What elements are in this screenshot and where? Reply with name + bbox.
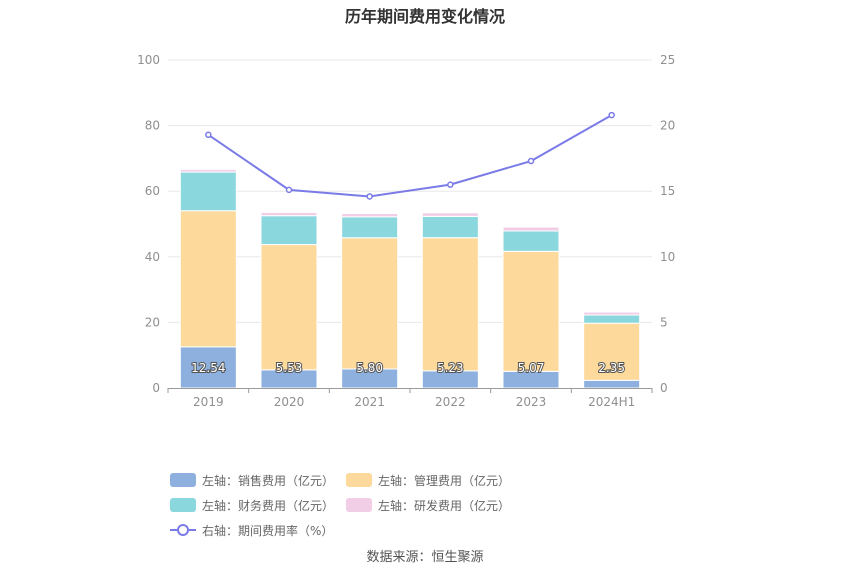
left-axis: 0 20 40 60 80 100	[137, 53, 160, 395]
legend-line-swatch	[170, 523, 196, 537]
bar-data-label: 5.80	[356, 361, 383, 375]
legend-swatch	[346, 473, 373, 487]
legend-label: 右轴：期间费用率（%）	[202, 523, 334, 538]
legend-label: 左轴：研发费用（亿元）	[378, 498, 511, 513]
bar-admin	[179, 210, 237, 348]
left-axis-tick-label: 60	[145, 184, 160, 198]
x-axis: 2019 2020 2021 2022 2023 2024H1	[167, 388, 653, 409]
rate-line-point	[285, 186, 293, 194]
chart-title: 历年期间费用变化情况	[344, 7, 505, 26]
bar-admin	[260, 244, 318, 371]
bar-data-label: 5.07	[518, 361, 545, 375]
data-source: 数据来源：恒生聚源	[366, 550, 484, 565]
right-axis-tick-label: 20	[660, 119, 675, 133]
bar-sales	[583, 379, 641, 389]
right-axis-tick-label: 0	[660, 381, 668, 395]
right-axis-tick-label: 15	[660, 184, 675, 198]
bar-admin	[341, 237, 399, 370]
bar-rnd	[341, 213, 399, 218]
x-axis-tick-label: 2019	[193, 395, 224, 409]
legend-swatch	[170, 498, 196, 512]
right-axis-tick-label: 25	[660, 53, 675, 67]
rate-line-point	[527, 157, 535, 165]
legend-item-rate[interactable]: 右轴：期间费用率（%）	[170, 523, 334, 538]
right-axis-tick-label: 10	[660, 250, 675, 264]
bar-admin	[502, 250, 560, 372]
bar-rnd	[260, 211, 318, 217]
rate-line-point	[608, 111, 615, 119]
bar-sales	[179, 346, 237, 389]
right-axis: 0 5 10 15 20 25	[660, 53, 675, 395]
left-axis-tick-label: 40	[145, 250, 160, 264]
legend-label: 左轴：销售费用（亿元）	[202, 473, 335, 488]
bar-rnd	[583, 311, 641, 316]
bar-finance	[421, 215, 479, 239]
bar-data-label: 5.53	[276, 361, 303, 375]
bar-data-label: 2.35	[598, 361, 625, 375]
rate-line	[207, 114, 613, 198]
legend-item-sales[interactable]: 左轴：销售费用（亿元）	[170, 473, 335, 488]
left-axis-tick-label: 100	[137, 53, 160, 67]
left-axis-tick-label: 20	[145, 315, 160, 329]
x-axis-tick-label: 2024H1	[588, 395, 635, 409]
bar-data-labels: 12.54 5.53 5.80 5.23 5.07 2.35	[190, 360, 626, 376]
legend-label: 左轴：财务费用（亿元）	[202, 498, 335, 513]
left-axis-tick-label: 80	[145, 119, 160, 133]
legend-item-finance[interactable]: 左轴：财务费用（亿元）	[170, 498, 335, 513]
bar-finance	[341, 216, 399, 239]
bar-rnd	[179, 168, 237, 173]
chart-legend: 左轴：销售费用（亿元） 左轴：管理费用（亿元） 左轴：财务费用（亿元） 左轴：研发费用…	[170, 472, 690, 547]
bar-rnd	[502, 226, 560, 232]
legend-swatch	[346, 498, 373, 512]
bar-finance	[583, 314, 641, 324]
bar-finance	[260, 215, 318, 246]
bar-admin	[421, 237, 479, 372]
bar-finance	[502, 230, 560, 252]
rate-line-point	[447, 181, 454, 188]
bar-admin	[583, 322, 641, 381]
left-axis-tick-label: 0	[152, 381, 160, 395]
chart-canvas: 0 20 40 60 80 100 0 5 10 15 20 25 12.54 5.53 5.80 5.2…	[137, 53, 675, 409]
legend-label: 左轴：管理费用（亿元）	[378, 473, 511, 488]
legend-item-admin[interactable]: 左轴：管理费用（亿元）	[346, 473, 511, 488]
legend-item-rnd[interactable]: 左轴：研发费用（亿元）	[346, 498, 511, 513]
rate-line-point	[366, 193, 373, 200]
right-axis-tick-label: 5	[660, 315, 668, 329]
x-axis-tick-label: 2021	[354, 395, 385, 409]
bar-data-label: 5.23	[437, 361, 464, 375]
x-axis-tick-label: 2022	[435, 395, 466, 409]
bar-series	[179, 168, 641, 389]
bar-data-label: 12.54	[191, 361, 225, 375]
rate-line-point	[205, 131, 212, 139]
rate-line-series	[205, 111, 615, 200]
x-axis-tick-label: 2023	[516, 395, 547, 409]
x-axis-tick-label: 2020	[274, 395, 305, 409]
bar-rnd	[421, 212, 479, 217]
bar-finance	[179, 171, 237, 212]
legend-swatch	[170, 473, 196, 487]
